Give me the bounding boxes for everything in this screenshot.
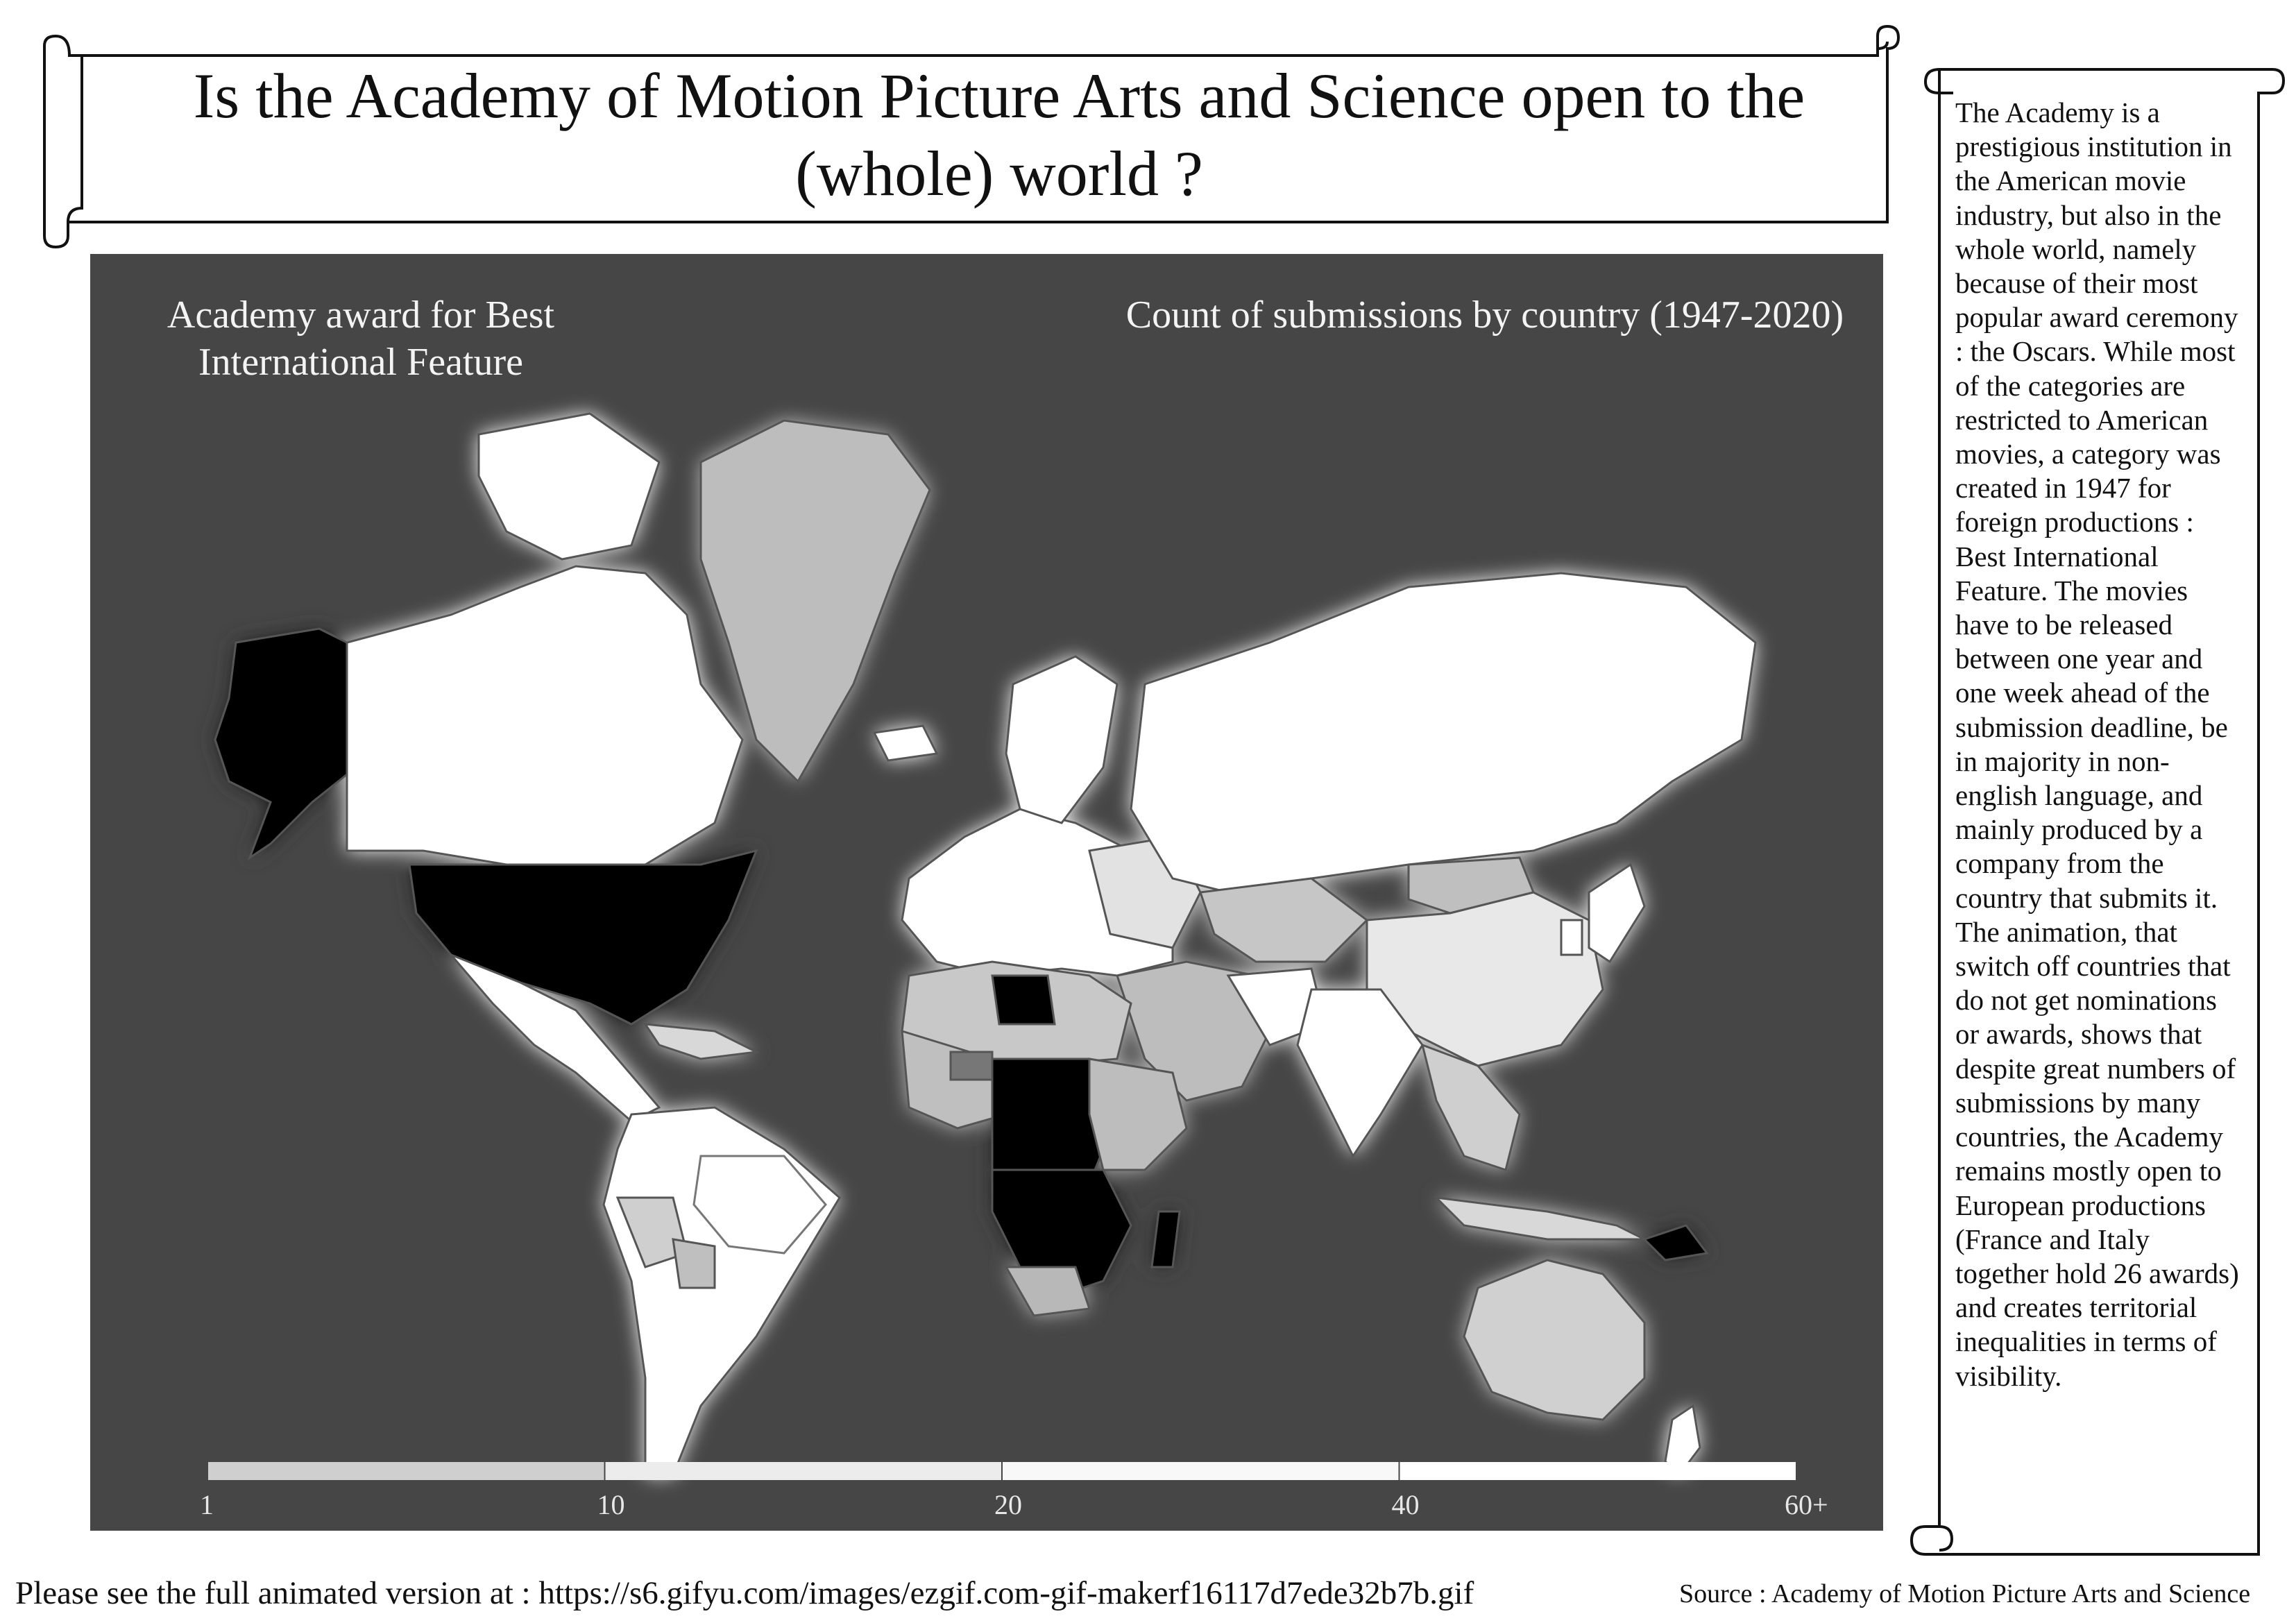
sidebar-description: The Academy is a prestigious institution… xyxy=(1955,96,2239,1392)
country-japan xyxy=(1588,863,1646,964)
page-title: Is the Academy of Motion Picture Arts an… xyxy=(193,60,1805,209)
title-scroll-banner xyxy=(43,24,1900,249)
country-libya xyxy=(991,974,1056,1026)
region-east-africa xyxy=(1088,1057,1188,1171)
country-russia xyxy=(1130,572,1757,894)
legend-tick-label: 20 xyxy=(994,1489,1022,1520)
region-indonesia xyxy=(1433,1196,1645,1241)
country-canada xyxy=(346,565,744,866)
region-central-asia xyxy=(1198,877,1369,963)
side-scroll-banner xyxy=(1910,68,2286,1556)
country-australia xyxy=(1463,1259,1646,1421)
world-map xyxy=(90,254,1757,1477)
region-southeast-asia xyxy=(1420,1043,1521,1171)
country-papua-new-guinea xyxy=(1642,1224,1709,1261)
region-scandinavia xyxy=(1005,655,1119,824)
map-title-left: Academy award for Best International Fea… xyxy=(167,294,555,384)
country-iceland xyxy=(872,724,939,762)
legend-tick-label: 40 xyxy=(1391,1489,1420,1520)
legend-tick-label: 1 xyxy=(200,1489,214,1520)
country-bolivia-shade xyxy=(672,1238,716,1289)
country-india xyxy=(1296,988,1424,1158)
footer-source: Source : Academy of Motion Picture Arts … xyxy=(1679,1579,2251,1608)
region-middle-east xyxy=(1116,960,1271,1102)
legend-tick-label: 60+ xyxy=(1785,1489,1828,1520)
country-new-zealand xyxy=(1664,1404,1701,1477)
country-madagascar xyxy=(1150,1210,1181,1268)
country-mali xyxy=(949,1051,994,1081)
country-south-africa xyxy=(1004,1266,1091,1317)
legend-tick-label: 10 xyxy=(597,1489,625,1520)
map-panel xyxy=(90,254,1883,1531)
footer-animated-link-note[interactable]: Please see the full animated version at … xyxy=(15,1575,1474,1611)
country-korea xyxy=(1560,919,1583,956)
region-arctic-islands xyxy=(477,412,661,561)
region-caribbean xyxy=(643,1023,760,1060)
country-greenland xyxy=(699,419,931,783)
country-alaska xyxy=(214,627,348,860)
country-brazil-shade xyxy=(692,1155,827,1255)
country-usa xyxy=(408,849,758,1026)
map-title-right: Count of submissions by country (1947-20… xyxy=(1125,294,1844,337)
